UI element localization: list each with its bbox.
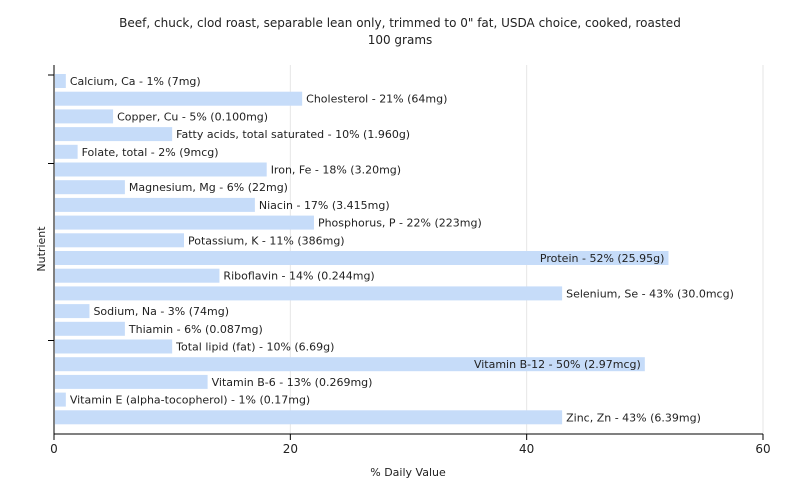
x-tick-label: 40 [519, 442, 534, 456]
bar-label: Potassium, K - 11% (386mg) [188, 234, 345, 247]
bars: Calcium, Ca - 1% (7mg) Cholesterol - 21% … [55, 74, 734, 425]
bar-label: Fatty acids, total saturated - 10% (1.96… [176, 128, 410, 141]
bar [55, 268, 220, 283]
bar-label: Total lipid (fat) - 10% (6.69g) [175, 341, 334, 354]
bar [55, 162, 267, 177]
y-axis-label: Nutrient [35, 226, 48, 272]
bar-label: Vitamin E (alpha-tocopherol) - 1% (0.17m… [70, 394, 310, 407]
bar-label: Selenium, Se - 43% (30.0mcg) [566, 287, 734, 300]
bar-label: Sodium, Na - 3% (74mg) [93, 305, 229, 318]
x-tick-label: 60 [755, 442, 770, 456]
x-axis-label: % Daily Value [370, 466, 446, 479]
bar [55, 286, 563, 301]
chart-subtitle: 100 grams [368, 33, 433, 47]
bar [55, 304, 90, 319]
bar [55, 197, 255, 212]
bar [55, 392, 66, 407]
bar-label: Thiamin - 6% (0.087mg) [128, 323, 263, 336]
x-tick-label: 0 [50, 442, 58, 456]
bar-label: Vitamin B-12 - 50% (2.97mcg) [474, 358, 641, 371]
bar [55, 233, 184, 248]
chart-title: Beef, chuck, clod roast, separable lean … [119, 16, 681, 30]
bar [55, 74, 66, 88]
bar [55, 410, 563, 425]
bar-label: Protein - 52% (25.95g) [540, 252, 665, 265]
gridlines [289, 65, 764, 434]
bar [55, 127, 173, 142]
x-tick-label: 20 [283, 442, 298, 456]
bar-label: Iron, Fe - 18% (3.20mg) [271, 164, 401, 177]
bar [55, 109, 114, 124]
bar-label: Riboflavin - 14% (0.244mg) [223, 270, 374, 283]
bar [55, 321, 125, 336]
bar-label: Copper, Cu - 5% (0.100mg) [117, 110, 268, 123]
bar-label: Niacin - 17% (3.415mg) [259, 199, 390, 212]
bar [55, 339, 173, 354]
axes: 0 20 40 60 [48, 65, 771, 456]
bar [55, 144, 78, 159]
bar [55, 374, 208, 389]
bar [55, 251, 669, 265]
bar [55, 180, 125, 195]
bar [55, 215, 314, 230]
bar-label: Calcium, Ca - 1% (7mg) [70, 75, 201, 88]
bar-label: Cholesterol - 21% (64mg) [306, 93, 447, 106]
bar [55, 357, 645, 372]
bar [55, 91, 303, 106]
bar-label: Phosphorus, P - 22% (223mg) [318, 217, 482, 230]
bar-label: Magnesium, Mg - 6% (22mg) [129, 181, 288, 194]
bar-label: Folate, total - 2% (9mcg) [82, 146, 219, 159]
bar-label: Zinc, Zn - 43% (6.39mg) [566, 411, 701, 424]
bar-label: Vitamin B-6 - 13% (0.269mg) [212, 376, 373, 389]
